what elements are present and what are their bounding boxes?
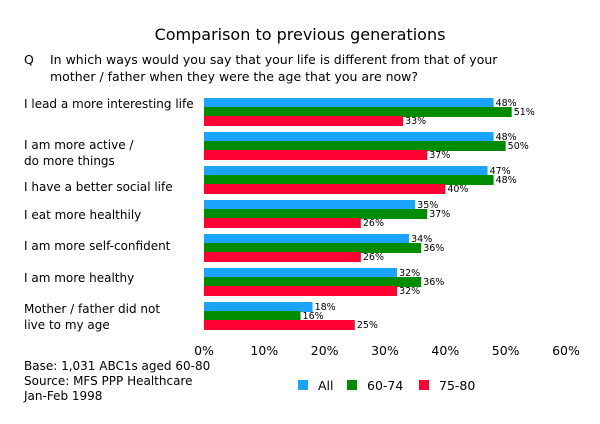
data-label: 36% — [423, 277, 444, 288]
legend-swatch-60-74 — [347, 380, 357, 390]
x-tick-label: 10% — [250, 343, 278, 358]
data-label: 16% — [303, 311, 324, 322]
bar-75-80 — [204, 252, 361, 262]
question-marker: Q — [24, 52, 34, 67]
data-label: 25% — [357, 320, 378, 331]
bar-60-74 — [204, 209, 428, 219]
legend-label-all: All — [318, 378, 334, 393]
data-label: 37% — [429, 150, 450, 161]
data-label: 50% — [508, 141, 529, 152]
plot-area: I lead a more interesting life 48%51%33%I… — [24, 97, 535, 332]
footer-base: Base: 1,031 ABC1s aged 60-80 — [24, 359, 210, 373]
bar-all — [204, 268, 398, 278]
data-label: 34% — [411, 234, 432, 245]
category-label: I am more self-confident — [24, 239, 171, 253]
bar-all — [204, 200, 416, 210]
data-label: 48% — [496, 175, 517, 186]
legend-label-75-80: 75-80 — [439, 378, 475, 393]
x-tick-label: 50% — [492, 343, 520, 358]
bar-75-80 — [204, 320, 355, 330]
category-label: I eat more healthily — [24, 208, 141, 222]
bar-60-74 — [204, 107, 512, 117]
category-label: I lead a more interesting life — [24, 97, 194, 111]
bar-60-74 — [204, 311, 301, 321]
legend-label-60-74: 60-74 — [367, 378, 403, 393]
data-label: 51% — [514, 107, 535, 118]
data-label: 32% — [399, 286, 420, 297]
bar-75-80 — [204, 116, 404, 126]
bar-all — [204, 234, 410, 244]
data-label: 47% — [490, 166, 511, 177]
question-line-2: mother / father when they were the age t… — [50, 69, 418, 84]
data-label: 37% — [429, 209, 450, 220]
x-tick-label: 0% — [194, 343, 214, 358]
data-label: 35% — [417, 200, 438, 211]
legend-swatch-all — [298, 380, 308, 390]
bar-75-80 — [204, 150, 428, 160]
data-label: 26% — [363, 252, 384, 263]
bar-all — [204, 166, 488, 176]
data-label: 18% — [315, 302, 336, 313]
data-label: 48% — [496, 98, 517, 109]
legend-swatch-75-80 — [419, 380, 429, 390]
x-tick-label: 30% — [371, 343, 399, 358]
bar-60-74 — [204, 175, 494, 185]
x-tick-label: 40% — [431, 343, 459, 358]
bar-all — [204, 302, 313, 312]
bar-60-74 — [204, 243, 422, 253]
category-label: I am more active / do more things — [24, 138, 134, 168]
chart-title: Comparison to previous generations — [155, 25, 446, 44]
data-label: 36% — [423, 243, 444, 254]
data-label: 32% — [399, 268, 420, 279]
question-line-1: In which ways would you say that your li… — [50, 52, 498, 67]
data-label: 33% — [405, 116, 426, 127]
footer-source: Source: MFS PPP Healthcare — [24, 374, 192, 388]
x-tick-label: 60% — [552, 343, 580, 358]
data-label: 26% — [363, 218, 384, 229]
category-label: Mother / father did not live to my age — [24, 302, 160, 332]
bar-all — [204, 132, 494, 142]
data-label: 48% — [496, 132, 517, 143]
data-label: 40% — [447, 184, 468, 195]
category-label: I have a better social life — [24, 180, 173, 194]
bar-75-80 — [204, 218, 361, 228]
footer-date: Jan-Feb 1998 — [23, 389, 102, 403]
bar-60-74 — [204, 277, 422, 287]
bar-all — [204, 98, 494, 108]
bar-60-74 — [204, 141, 506, 151]
x-tick-label: 20% — [311, 343, 339, 358]
legend: All 60-74 75-80 — [298, 378, 475, 393]
bar-75-80 — [204, 184, 446, 194]
x-axis-ticks: 0% 10% 20% 30% 40% 50% 60% — [194, 343, 580, 358]
category-label: I am more healthy — [24, 271, 134, 285]
bar-75-80 — [204, 286, 398, 296]
